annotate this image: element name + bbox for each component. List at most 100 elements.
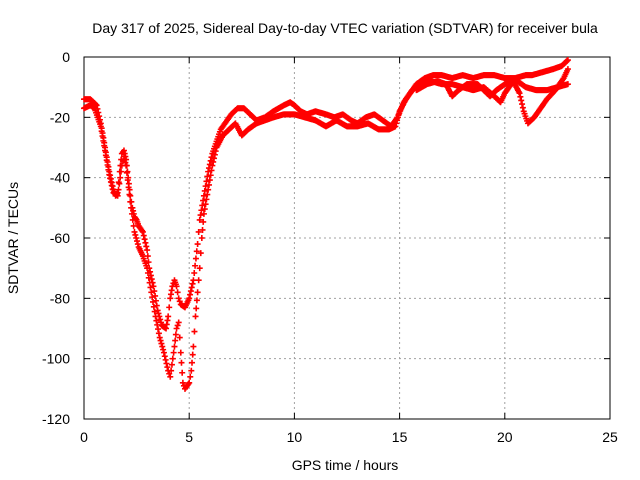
y-tick-label: -120 bbox=[42, 411, 70, 427]
data-point bbox=[152, 313, 159, 320]
data-point bbox=[169, 355, 176, 362]
data-point bbox=[124, 177, 131, 184]
data-point bbox=[517, 93, 524, 100]
data-point bbox=[519, 101, 526, 108]
data-point bbox=[212, 148, 219, 155]
data-point bbox=[168, 361, 175, 368]
data-point bbox=[164, 364, 171, 371]
data-point bbox=[116, 180, 123, 187]
data-point bbox=[117, 174, 124, 181]
data-point bbox=[155, 326, 162, 333]
data-point bbox=[157, 316, 164, 323]
data-point bbox=[187, 373, 194, 380]
data-point bbox=[202, 201, 209, 208]
x-tick-label: 25 bbox=[602, 429, 618, 445]
data-point bbox=[201, 206, 208, 213]
data-point bbox=[209, 162, 216, 169]
data-point bbox=[187, 291, 194, 298]
data-point bbox=[394, 114, 401, 121]
data-point bbox=[143, 243, 150, 250]
data-point bbox=[191, 328, 198, 335]
data-point bbox=[394, 117, 401, 124]
data-point bbox=[194, 289, 201, 296]
ticks: 0 5 10 15 20 25 0 -20 -40 -60 -80 -100 -120 bbox=[42, 49, 618, 445]
data-point bbox=[193, 297, 200, 304]
series-track-b bbox=[81, 78, 571, 392]
data-point bbox=[192, 313, 199, 320]
y-tick-label: -20 bbox=[50, 109, 70, 125]
data-point bbox=[191, 269, 198, 276]
data-point bbox=[208, 167, 215, 174]
data-point bbox=[186, 295, 193, 302]
data-point bbox=[175, 295, 182, 302]
chart-title: Day 317 of 2025, Sidereal Day-to-day VTE… bbox=[92, 20, 598, 36]
data-point bbox=[192, 262, 199, 269]
data-point bbox=[146, 279, 153, 286]
data-point bbox=[150, 303, 157, 310]
data-point bbox=[172, 331, 179, 338]
data-point bbox=[176, 298, 183, 305]
data-point bbox=[179, 379, 186, 386]
data-point bbox=[166, 370, 173, 377]
y-tick-label: -100 bbox=[42, 351, 70, 367]
data-point bbox=[140, 232, 147, 239]
data-point bbox=[174, 289, 181, 296]
data-point bbox=[173, 325, 180, 332]
data-point bbox=[134, 238, 141, 245]
data-point bbox=[152, 292, 159, 299]
data-point bbox=[160, 349, 167, 356]
data-point bbox=[153, 317, 160, 324]
data-point bbox=[564, 66, 571, 73]
data-point bbox=[158, 340, 165, 347]
data-point bbox=[114, 192, 121, 199]
data-point bbox=[204, 191, 211, 198]
data-point bbox=[150, 283, 157, 290]
data-point bbox=[178, 359, 185, 366]
data-point bbox=[141, 236, 148, 243]
data-point bbox=[160, 346, 167, 353]
data-point bbox=[198, 235, 205, 241]
data-point bbox=[518, 97, 525, 104]
data-point bbox=[165, 313, 172, 320]
data-point bbox=[156, 334, 163, 341]
data-point bbox=[206, 177, 213, 184]
data-point bbox=[199, 226, 206, 233]
data-point bbox=[172, 337, 179, 344]
data-point bbox=[564, 81, 571, 88]
data-point bbox=[197, 250, 204, 257]
data-point bbox=[158, 319, 165, 326]
data-point bbox=[108, 182, 115, 189]
data-point bbox=[205, 186, 212, 193]
plot-frame bbox=[83, 56, 611, 420]
data-point bbox=[187, 288, 194, 295]
data-point bbox=[123, 169, 130, 176]
data-point bbox=[207, 172, 214, 179]
data-point bbox=[149, 294, 156, 301]
series-track-c bbox=[413, 66, 571, 127]
data-point bbox=[145, 259, 152, 266]
data-point bbox=[106, 171, 113, 178]
data-point bbox=[198, 207, 205, 214]
data-point bbox=[145, 274, 152, 281]
data-point bbox=[134, 241, 141, 248]
data-point bbox=[179, 369, 186, 376]
data-point bbox=[162, 356, 169, 363]
data-point bbox=[193, 248, 200, 255]
y-tick-label: -60 bbox=[50, 230, 70, 246]
data-point bbox=[109, 186, 116, 193]
data-point bbox=[163, 360, 170, 367]
data-point bbox=[128, 210, 135, 217]
data-point bbox=[166, 304, 173, 311]
data-point bbox=[167, 373, 174, 380]
x-tick-label: 0 bbox=[80, 429, 88, 445]
data-point bbox=[115, 186, 122, 193]
data-point bbox=[155, 330, 162, 337]
data-point bbox=[196, 265, 203, 272]
data-point bbox=[171, 343, 178, 350]
data-point bbox=[107, 175, 114, 182]
data-point bbox=[203, 178, 210, 185]
data-point bbox=[176, 334, 183, 341]
data-point bbox=[193, 305, 200, 312]
x-tick-label: 5 bbox=[185, 429, 193, 445]
data-point bbox=[190, 277, 197, 284]
